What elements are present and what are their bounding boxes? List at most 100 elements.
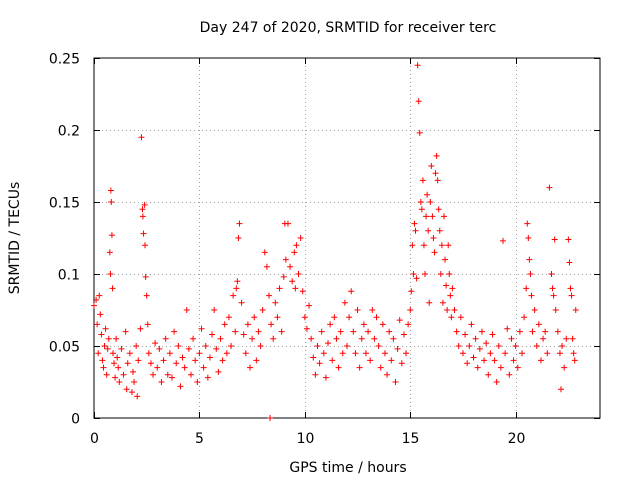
data-point bbox=[567, 285, 574, 292]
data-point bbox=[282, 256, 289, 263]
data-point bbox=[160, 357, 167, 364]
data-point bbox=[310, 354, 317, 361]
data-point bbox=[91, 302, 97, 309]
data-point bbox=[356, 364, 363, 371]
data-point bbox=[295, 271, 302, 277]
data-point bbox=[556, 350, 563, 357]
data-point bbox=[116, 379, 123, 385]
data-point bbox=[535, 321, 542, 328]
data-point bbox=[192, 357, 199, 364]
data-point bbox=[270, 335, 277, 342]
data-point bbox=[568, 292, 575, 299]
data-point bbox=[386, 328, 393, 335]
data-point bbox=[409, 242, 416, 249]
data-point bbox=[306, 302, 313, 309]
data-point bbox=[512, 343, 519, 349]
data-point bbox=[114, 354, 121, 361]
data-point bbox=[104, 345, 111, 352]
data-point bbox=[514, 364, 521, 371]
data-point bbox=[485, 371, 492, 378]
data-point bbox=[135, 357, 142, 364]
data-point bbox=[417, 199, 424, 205]
data-point bbox=[173, 360, 180, 367]
data-point bbox=[413, 275, 420, 282]
data-point bbox=[373, 314, 380, 321]
data-point bbox=[554, 328, 561, 335]
data-point bbox=[434, 177, 441, 184]
data-point bbox=[420, 242, 427, 249]
y-tick-label: 0.25 bbox=[49, 52, 80, 68]
data-point bbox=[453, 328, 460, 335]
data-point bbox=[428, 163, 435, 169]
data-point bbox=[293, 242, 300, 249]
data-point bbox=[552, 307, 559, 313]
y-tick-label: 0.2 bbox=[58, 124, 80, 140]
data-point bbox=[234, 278, 241, 285]
data-point bbox=[118, 345, 125, 352]
data-point bbox=[414, 62, 421, 69]
data-point bbox=[518, 350, 525, 357]
data-point bbox=[233, 285, 240, 292]
data-point bbox=[394, 345, 401, 352]
data-point bbox=[314, 343, 321, 349]
data-point bbox=[559, 343, 566, 349]
data-point bbox=[430, 235, 437, 241]
data-point bbox=[124, 360, 131, 367]
data-point bbox=[272, 299, 279, 306]
data-point bbox=[448, 314, 455, 321]
data-point bbox=[369, 307, 376, 313]
data-point bbox=[139, 213, 146, 220]
data-point bbox=[437, 271, 444, 277]
data-point bbox=[259, 307, 266, 313]
data-point bbox=[549, 285, 556, 292]
data-point bbox=[339, 350, 346, 357]
data-point bbox=[481, 357, 488, 364]
data-point bbox=[455, 343, 462, 349]
plot-frame bbox=[93, 57, 601, 419]
data-point bbox=[569, 335, 576, 342]
data-point bbox=[468, 321, 475, 328]
data-point bbox=[333, 335, 340, 342]
data-point bbox=[557, 386, 564, 393]
data-point bbox=[106, 249, 113, 256]
data-point bbox=[169, 374, 176, 381]
data-point bbox=[221, 321, 228, 328]
data-point bbox=[166, 350, 173, 357]
data-point bbox=[329, 357, 336, 364]
data-point bbox=[572, 307, 579, 313]
data-point bbox=[134, 393, 141, 400]
data-point bbox=[443, 282, 450, 289]
data-point bbox=[375, 343, 382, 349]
data-point bbox=[390, 335, 397, 342]
data-point bbox=[412, 227, 419, 234]
data-point bbox=[126, 350, 133, 357]
data-point bbox=[566, 259, 573, 266]
data-point bbox=[459, 350, 466, 357]
data-point bbox=[320, 350, 327, 357]
data-point bbox=[185, 345, 192, 352]
data-point bbox=[183, 307, 190, 313]
data-point bbox=[145, 350, 152, 357]
data-point bbox=[440, 213, 447, 220]
data-point bbox=[407, 307, 414, 313]
data-point bbox=[442, 256, 449, 263]
data-point bbox=[416, 129, 423, 136]
y-tick-label: 0.15 bbox=[49, 196, 80, 212]
data-point bbox=[291, 249, 298, 256]
data-point bbox=[358, 335, 365, 342]
data-point bbox=[451, 307, 458, 313]
data-point bbox=[422, 271, 429, 277]
data-point bbox=[379, 321, 386, 328]
data-point bbox=[257, 343, 264, 349]
data-point bbox=[457, 314, 464, 321]
data-point bbox=[123, 386, 130, 393]
data-point bbox=[105, 335, 112, 342]
data-point bbox=[400, 331, 407, 338]
data-point bbox=[419, 177, 426, 184]
data-point bbox=[537, 357, 544, 364]
data-point bbox=[565, 236, 572, 243]
data-point bbox=[267, 415, 274, 421]
data-point bbox=[240, 331, 247, 338]
data-point bbox=[432, 170, 439, 177]
data-point bbox=[388, 357, 395, 364]
